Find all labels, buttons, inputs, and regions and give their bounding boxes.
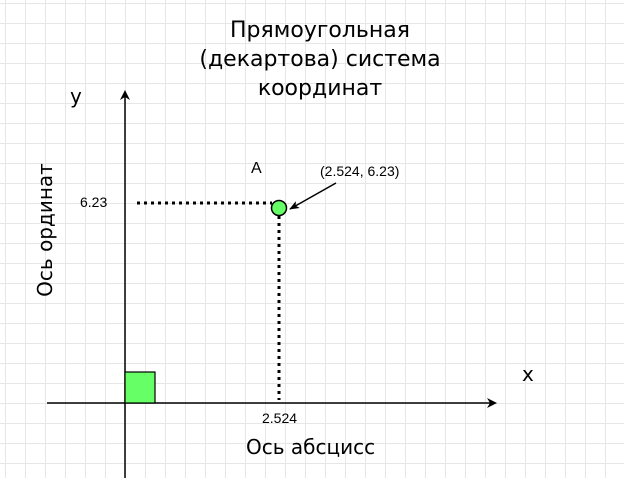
diagram-title: Прямоугольная (декартова) система коорди… (170, 16, 470, 103)
coordinates-pointer-arrow (289, 182, 337, 210)
x-axis-letter: x (522, 362, 534, 386)
x-axis-name: Ось абсцисс (246, 435, 376, 459)
y-value-label: 6.23 (80, 194, 108, 210)
y-axis-letter: y (70, 84, 82, 108)
title-line-2: (декартова) система (199, 47, 441, 72)
title-line-3: координат (257, 76, 383, 101)
title-line-1: Прямоугольная (230, 18, 410, 43)
x-value-label: 2.524 (262, 410, 298, 426)
origin-right-angle-square (124, 371, 156, 404)
point-a-marker (270, 199, 288, 217)
point-coordinates-label: (2.524, 6.23) (320, 163, 400, 179)
point-name-label: A (251, 160, 262, 177)
y-axis-name: Ось ординат (33, 163, 57, 297)
